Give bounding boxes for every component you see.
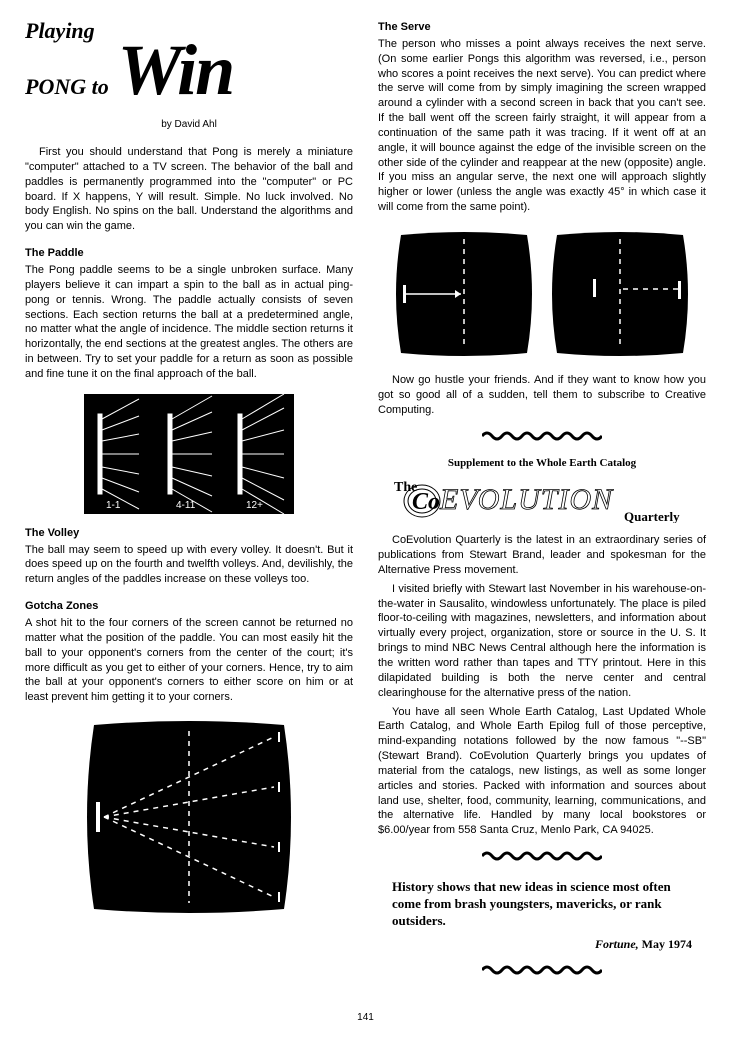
coevo-p2: I visited briefly with Stewart last Nove… bbox=[378, 582, 706, 701]
gotcha-screen-figure bbox=[74, 717, 304, 917]
title-line2: PONG to bbox=[25, 74, 109, 99]
outro-paragraph: Now go hustle your friends. And if they … bbox=[378, 373, 706, 418]
svg-text:Co: Co bbox=[412, 489, 440, 515]
volley-body: The ball may seem to speed up with every… bbox=[25, 543, 353, 588]
quote-source: Fortune, bbox=[595, 937, 639, 951]
coevo-p3: You have all seen Whole Earth Catalog, L… bbox=[378, 705, 706, 839]
gotcha-body: A shot hit to the four corners of the sc… bbox=[25, 616, 353, 705]
serve-figure bbox=[378, 229, 706, 359]
paddle-label-3: 12+ bbox=[246, 500, 263, 511]
gotcha-heading: Gotcha Zones bbox=[25, 599, 353, 614]
quote-attribution: Fortune, May 1974 bbox=[378, 936, 692, 952]
divider-icon bbox=[378, 428, 706, 447]
paddle-heading: The Paddle bbox=[25, 246, 353, 261]
pull-quote: History shows that new ideas in science … bbox=[392, 879, 692, 930]
divider-icon bbox=[378, 848, 706, 867]
svg-text:EVOLUTION: EVOLUTION bbox=[439, 483, 614, 516]
paddle-body: The Pong paddle seems to be a single unb… bbox=[25, 263, 353, 382]
coevo-quarterly: Quarterly bbox=[624, 509, 680, 523]
article-title: Playing PONG to Win bbox=[25, 20, 353, 100]
coevo-supplement: Supplement to the Whole Earth Catalog bbox=[378, 456, 706, 471]
serve-body: The person who misses a point always rec… bbox=[378, 37, 706, 215]
serve-heading: The Serve bbox=[378, 20, 706, 35]
coevo-p1: CoEvolution Quarterly is the latest in a… bbox=[378, 533, 706, 578]
coevolution-logo: The Co EVOLUTION Quarterly bbox=[392, 473, 692, 523]
quote-date: May 1974 bbox=[642, 937, 692, 951]
paddle-diagram: 1-1 4-11 12+ bbox=[84, 394, 294, 514]
title-win: Win bbox=[118, 30, 233, 110]
intro-paragraph: First you should understand that Pong is… bbox=[25, 145, 353, 234]
coevolution-header: Supplement to the Whole Earth Catalog bbox=[378, 456, 706, 471]
left-column: Playing PONG to Win by David Ahl First y… bbox=[25, 20, 353, 991]
paddle-label-1: 1-1 bbox=[106, 500, 121, 511]
byline: by David Ahl bbox=[25, 118, 353, 132]
divider-icon bbox=[378, 962, 706, 981]
volley-heading: The Volley bbox=[25, 526, 353, 541]
right-column: The Serve The person who misses a point … bbox=[378, 20, 706, 991]
page-number: 141 bbox=[25, 1011, 706, 1025]
serve-screen-left bbox=[389, 229, 539, 359]
serve-screen-right bbox=[545, 229, 695, 359]
paddle-label-2: 4-11 bbox=[176, 500, 196, 511]
